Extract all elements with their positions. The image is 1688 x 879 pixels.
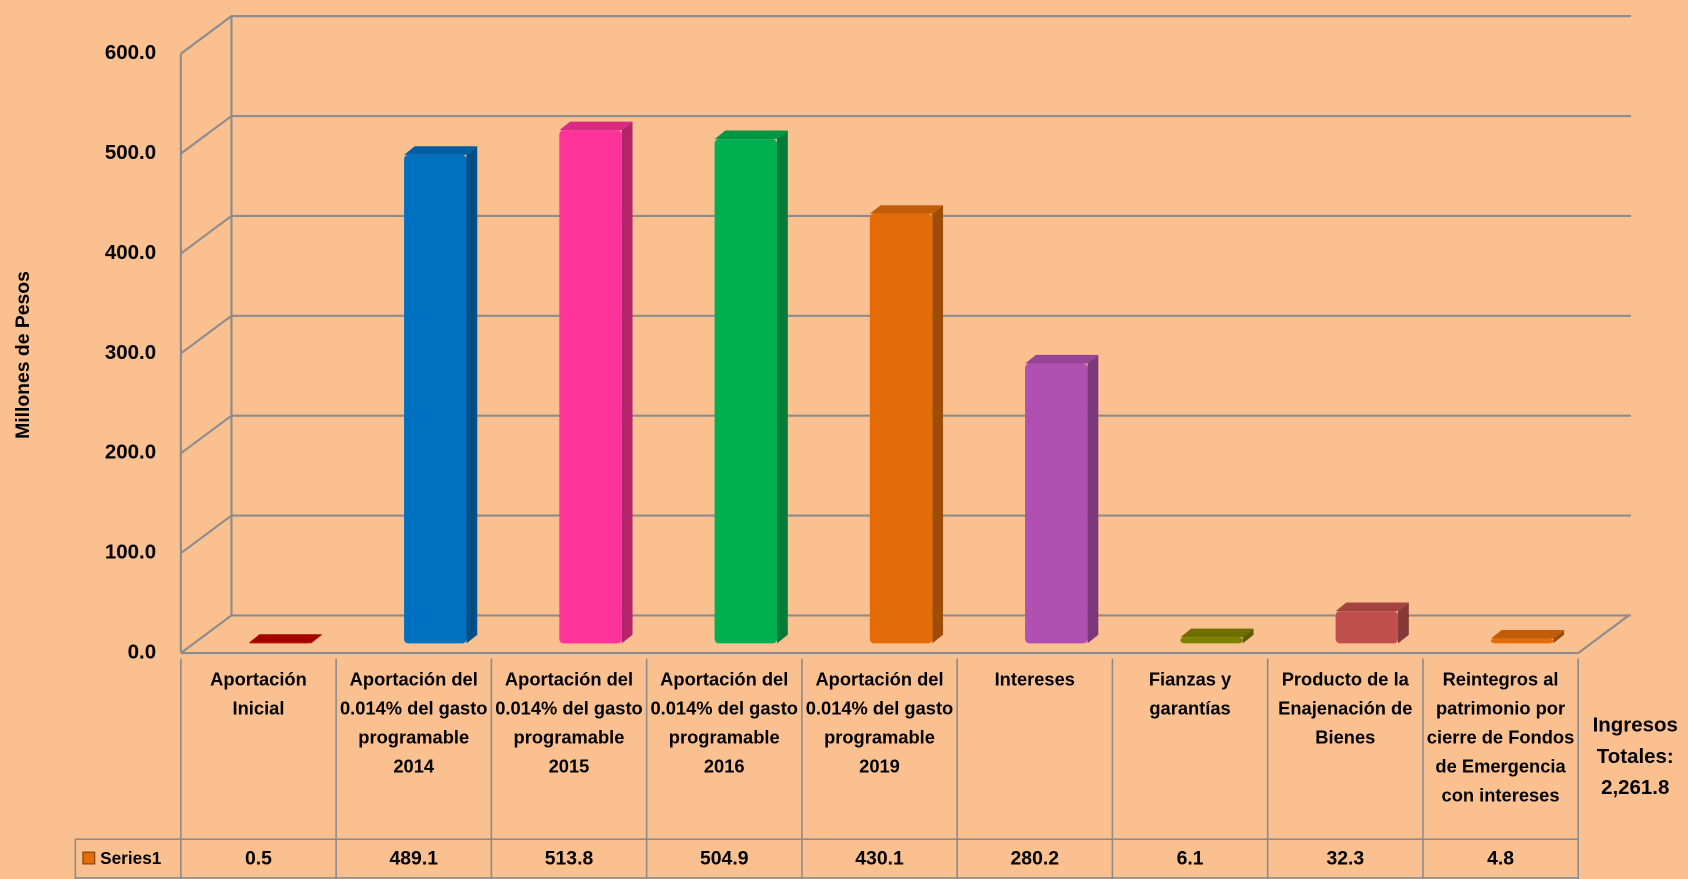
bar [1025, 363, 1088, 644]
category-cell: Aportación del 0.014% del gasto programa… [339, 669, 488, 777]
bar-side [466, 146, 478, 644]
bar-top [248, 634, 323, 643]
x-tick-label: Producto de la Enajenación de Bienes [1278, 669, 1413, 748]
category-cell: Aportación del 0.014% del gasto programa… [495, 669, 643, 777]
category-cell: Intereses [994, 669, 1075, 690]
bar [404, 154, 467, 644]
x-tick-label: Aportación del 0.014% del gasto programa… [339, 669, 488, 777]
category-cell: Reintegros al patrimonio por cierre de F… [1426, 669, 1575, 806]
bar-top [1490, 629, 1565, 639]
bar-side [621, 121, 633, 644]
y-tick-label: 0.0 [128, 640, 156, 663]
category-cell: Aportación Inicial [210, 669, 307, 719]
table-value: 0.5 [245, 848, 272, 870]
bar-side [932, 205, 944, 644]
y-tick-label: 200.0 [105, 441, 156, 464]
table-value: 504.9 [700, 848, 749, 870]
annotation-box: Ingresos Totales: 2,261.8 [1592, 714, 1678, 800]
x-tick-label: Aportación del 0.014% del gasto programa… [495, 669, 643, 777]
x-tick-label: Reintegros al patrimonio por cierre de F… [1426, 669, 1575, 806]
bar [1180, 637, 1243, 644]
bar [869, 213, 933, 644]
bar [559, 130, 622, 644]
grid-line [180, 114, 1631, 155]
x-tick-label: Fianzas y garantías [1148, 669, 1232, 719]
category-cell: Aportación del 0.014% del gasto programa… [805, 669, 954, 777]
table-value: 430.1 [855, 848, 904, 870]
bar [714, 139, 778, 644]
grid-line [180, 414, 1631, 455]
category-cell: Aportación del 0.014% del gasto programa… [650, 669, 798, 777]
grid-line [180, 614, 1631, 654]
bar-top [559, 121, 633, 131]
bar-side [777, 130, 788, 644]
table-value: 32.3 [1326, 848, 1364, 870]
bar-top [869, 205, 944, 214]
bar-side [1553, 629, 1565, 644]
table-value: 280.2 [1011, 848, 1059, 870]
y-axis-label: Millones de Pesos [12, 271, 34, 439]
bar-side [1087, 354, 1099, 644]
bar-top [1335, 602, 1409, 612]
x-tick-label: Aportación del 0.014% del gasto programa… [805, 669, 954, 777]
grid-line [180, 214, 1631, 255]
y-tick-label: 100.0 [105, 541, 156, 564]
x-tick-label: Aportación Inicial [210, 669, 307, 719]
category-cell: Fianzas y garantías [1148, 669, 1232, 719]
bar-top [714, 130, 788, 140]
bar-top [1025, 354, 1099, 364]
y-tick-label: 300.0 [105, 341, 156, 364]
bar [1490, 638, 1554, 644]
bar-top [404, 146, 478, 155]
grid-line [180, 514, 1631, 555]
annotation: Ingresos Totales: 2,261.8 [1592, 714, 1678, 800]
bar-side [311, 634, 323, 644]
bar [1335, 611, 1399, 644]
table-value: 6.1 [1177, 848, 1204, 870]
y-tick-label: 600.0 [105, 41, 156, 64]
legend-label: Series1 [100, 848, 162, 868]
bar-side [1398, 602, 1409, 644]
x-tick-label: Aportación del 0.014% del gasto programa… [650, 669, 798, 777]
y-tick-label: 500.0 [105, 141, 156, 164]
table-value: 489.1 [390, 848, 439, 870]
table-value: 4.8 [1487, 848, 1514, 870]
y-tick-label: 400.0 [105, 241, 156, 264]
category-cell: Producto de la Enajenación de Bienes [1278, 669, 1413, 748]
table-value: 513.8 [545, 848, 594, 870]
bar-side [1242, 628, 1254, 644]
floor-edge [1577, 614, 1630, 654]
grid-line [180, 15, 1631, 55]
grid-line [180, 314, 1631, 355]
bar-top [1180, 628, 1254, 638]
x-tick-label: Intereses [994, 669, 1075, 690]
legend-swatch [82, 851, 96, 865]
